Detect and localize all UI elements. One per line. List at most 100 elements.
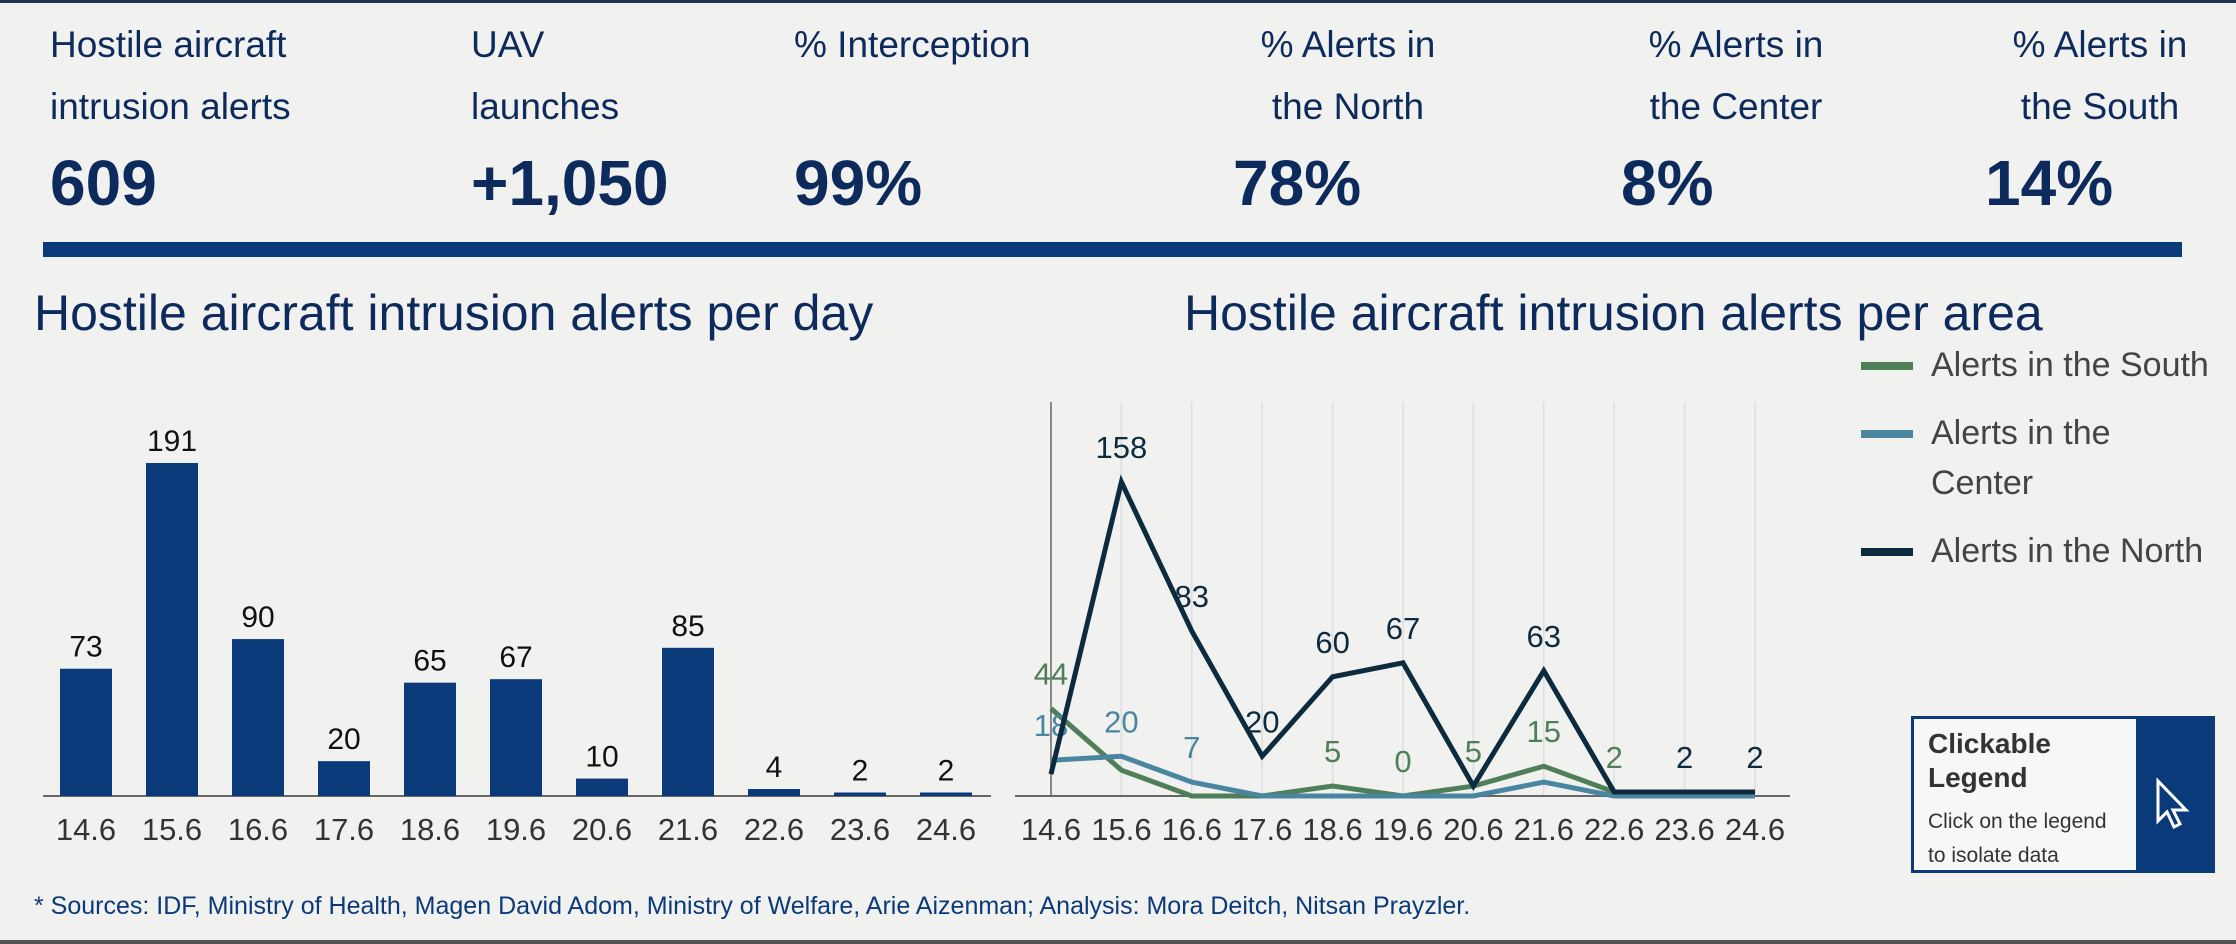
x-tick-label: 19.6 [1373, 812, 1433, 847]
series: 18 207 [1034, 704, 1755, 799]
kpi-label: Hostile aircraft intrusion alerts [50, 24, 291, 127]
kpi-value: 99% [794, 147, 923, 219]
x-tick-label: 23.6 [830, 812, 890, 847]
x-tick-label: 20.6 [572, 812, 632, 847]
bar [146, 463, 198, 796]
data-label: 10 [585, 741, 618, 774]
kpi: % Alerts in the South 14% [1985, 14, 2215, 220]
kpi-label: % Alerts in the Center [1648, 24, 1824, 127]
bar [662, 647, 714, 796]
kpi-label: % Interception [794, 24, 1031, 65]
bar [834, 792, 886, 796]
data-label: 0 [1394, 744, 1411, 779]
series: 158 83 20 60 67 63 2 2 [1048, 430, 1764, 795]
bar [490, 679, 542, 796]
x-tick-label: 16.6 [1162, 812, 1222, 847]
data-label: 2 [1606, 740, 1623, 775]
x-tick-label: 14.6 [56, 812, 116, 847]
kpi: % Alerts in the Center 8% [1621, 14, 1851, 220]
x-tick-label: 15.6 [1091, 812, 1151, 847]
bar [232, 639, 284, 796]
kpi: Hostile aircraft intrusion alerts 609 [50, 14, 350, 220]
chart-title: Hostile aircraft intrusion alerts per ar… [1184, 285, 2043, 341]
legend-hint: Clickable Legend Click on the legend to … [1911, 716, 2215, 873]
x-tick-label: 24.6 [916, 812, 976, 847]
hint-text: Click on the legend to isolate data [1928, 810, 2107, 867]
data-label: 90 [241, 601, 274, 634]
bar [748, 789, 800, 796]
data-label: 20 [327, 723, 360, 756]
hint-title: Clickable Legend [1928, 728, 2051, 793]
kpi-value: 78% [1233, 147, 1362, 219]
bar [60, 668, 112, 796]
x-tick-label: 24.6 [1725, 812, 1785, 847]
data-label: 2 [938, 755, 955, 788]
hint-icon [2136, 719, 2212, 870]
kpi-label: UAV launches [471, 24, 620, 127]
data-label: 67 [1386, 611, 1420, 646]
x-tick-label: 14.6 [1021, 812, 1081, 847]
data-label: 15 [1527, 714, 1561, 749]
kpi-label: % Alerts in the North [1260, 24, 1436, 127]
x-tick-label: 20.6 [1443, 812, 1503, 847]
x-tick-label: 18.6 [1302, 812, 1362, 847]
legend-item[interactable]: Alerts in the Center [1861, 408, 2221, 508]
data-label: 7 [1183, 730, 1200, 765]
data-label: 20 [1104, 704, 1138, 739]
data-label: 67 [499, 641, 532, 674]
legend: Alerts in the South Alerts in the Center A… [1861, 340, 2236, 594]
legend-swatch [1861, 430, 1913, 438]
x-tick-label: 18.6 [400, 812, 460, 847]
data-label: 63 [1527, 619, 1561, 654]
line [1048, 474, 1755, 795]
kpi-value: 8% [1621, 147, 1714, 219]
legend-swatch [1861, 548, 1913, 556]
x-tick-label: 19.6 [486, 812, 546, 847]
data-label: 83 [1175, 579, 1209, 614]
data-label: 2 [1676, 740, 1693, 775]
x-tick-label: 22.6 [1584, 812, 1644, 847]
x-tick-label: 22.6 [744, 812, 804, 847]
data-label: 65 [413, 645, 446, 678]
data-label: 5 [1465, 734, 1482, 769]
bar [576, 778, 628, 796]
divider [43, 242, 2182, 257]
data-label: 73 [69, 631, 102, 664]
legend-swatch [1861, 362, 1913, 370]
cursor-icon [2156, 777, 2190, 830]
kpi: UAV launches +1,050 [471, 14, 669, 220]
data-label: 2 [852, 755, 869, 788]
x-tick-label: 16.6 [228, 812, 288, 847]
legend-label: Alerts in the South [1931, 346, 2209, 384]
kpi-label: % Alerts in the South [2012, 24, 2188, 127]
legend-label: Alerts in the Center [1931, 414, 2111, 502]
bar [318, 761, 370, 796]
footnote: * Sources: IDF, Ministry of Health, Mage… [34, 892, 1471, 920]
x-tick-label: 23.6 [1654, 812, 1714, 847]
chart-title: Hostile aircraft intrusion alerts per da… [34, 285, 874, 341]
x-tick-label: 21.6 [658, 812, 718, 847]
kpi-value: 609 [50, 147, 157, 219]
kpi-value: 14% [1985, 147, 2114, 219]
series: 44 5 0 5 15 2 [1034, 657, 1755, 799]
data-label: 4 [766, 751, 783, 784]
data-label: 158 [1096, 430, 1148, 465]
data-label: 191 [147, 425, 197, 458]
kpi: % Alerts in the North 78% [1233, 14, 1463, 220]
kpi: % Interception 99% [794, 14, 1084, 220]
x-tick-label: 21.6 [1514, 812, 1574, 847]
legend-item[interactable]: Alerts in the South [1861, 340, 2221, 390]
bar [920, 792, 972, 796]
kpi-value: +1,050 [471, 147, 669, 219]
bar [404, 682, 456, 796]
data-label: 60 [1315, 625, 1349, 660]
x-tick-label: 15.6 [142, 812, 202, 847]
legend-item[interactable]: Alerts in the North [1861, 526, 2236, 576]
data-label: 85 [671, 610, 704, 643]
x-tick-label: 17.6 [1232, 812, 1292, 847]
line [1050, 753, 1755, 799]
data-label: 20 [1245, 704, 1279, 739]
